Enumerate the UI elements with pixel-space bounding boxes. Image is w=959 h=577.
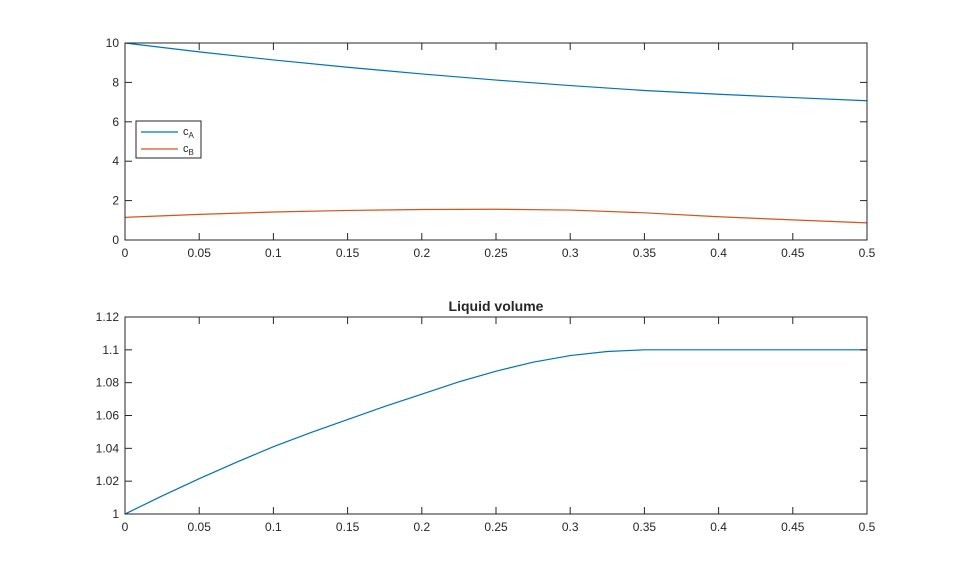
concentration-y-tick-label: 6: [112, 115, 119, 129]
liquid-volume-x-tick-label: 0.5: [859, 520, 876, 534]
concentration-y-tick-label: 4: [112, 154, 119, 168]
concentration-y-tick-label: 8: [112, 75, 119, 89]
liquid-volume-x-tick-label: 0.35: [633, 520, 657, 534]
liquid-volume-x-tick-label: 0.2: [413, 520, 430, 534]
concentration-legend-label: cB: [183, 143, 194, 157]
concentration-axes: 0 0.05 0.1 0.15 0.2 0.25 0.3 0.35 0.4 0.45 0.5 0 2 4 6…: [106, 36, 876, 260]
concentration-x-tick-label: 0.2: [413, 246, 430, 260]
concentration-x-tick-label: 0.45: [781, 246, 805, 260]
concentration-x-tick-label: 0.3: [562, 246, 579, 260]
concentration-x-tick-label: 0.15: [336, 246, 360, 260]
concentration-series-line-0: [124, 42, 868, 102]
liquid-volume-y-tick-label: 1: [112, 507, 119, 521]
concentration-x-tick-label: 0.25: [484, 246, 508, 260]
concentration-legend-label: cA: [183, 126, 195, 140]
concentration-y-tick-label: 2: [112, 194, 119, 208]
liquid-volume-y-tick-label: 1.1: [102, 343, 119, 357]
concentration-x-tick-label: 0: [122, 246, 129, 260]
concentration-x-tick-label: 0.4: [710, 246, 727, 260]
liquid-volume-x-tick-label: 0.4: [710, 520, 727, 534]
liquid-volume-series-line-0: [124, 349, 867, 515]
liquid-volume-plot-area: [125, 317, 867, 514]
liquid-volume-axes: Liquid volume 0 0.05 0.1 0.15 0.2 0.25 0.3 0.35…: [96, 298, 876, 534]
concentration-y-tick-label: 10: [106, 36, 120, 50]
concentration-x-tick-label: 0.1: [265, 246, 282, 260]
concentration-series-line-1: [124, 208, 868, 224]
liquid-volume-x-tick-label: 0.15: [336, 520, 360, 534]
concentration-x-tick-label: 0.35: [633, 246, 657, 260]
concentration-plot-area: [125, 43, 867, 240]
liquid-volume-x-tick-label: 0.05: [188, 520, 212, 534]
liquid-volume-y-tick-label: 1.02: [96, 474, 120, 488]
liquid-volume-y-tick-label: 1.04: [96, 441, 120, 455]
concentration-y-tick-label: 0: [112, 233, 119, 247]
liquid-volume-y-tick-label: 1.12: [96, 310, 120, 324]
liquid-volume-x-tick-label: 0: [122, 520, 129, 534]
concentration-x-tick-label: 0.05: [188, 246, 212, 260]
liquid-volume-y-tick-label: 1.06: [96, 409, 120, 423]
liquid-volume-y-tick-label: 1.08: [96, 376, 120, 390]
liquid-volume-x-tick-label: 0.45: [781, 520, 805, 534]
concentration-x-tick-label: 0.5: [859, 246, 876, 260]
liquid-volume-x-tick-label: 0.25: [484, 520, 508, 534]
liquid-volume-title: Liquid volume: [449, 298, 544, 314]
liquid-volume-x-tick-label: 0.3: [562, 520, 579, 534]
concentration-legend-box: [135, 120, 202, 159]
liquid-volume-x-tick-label: 0.1: [265, 520, 282, 534]
